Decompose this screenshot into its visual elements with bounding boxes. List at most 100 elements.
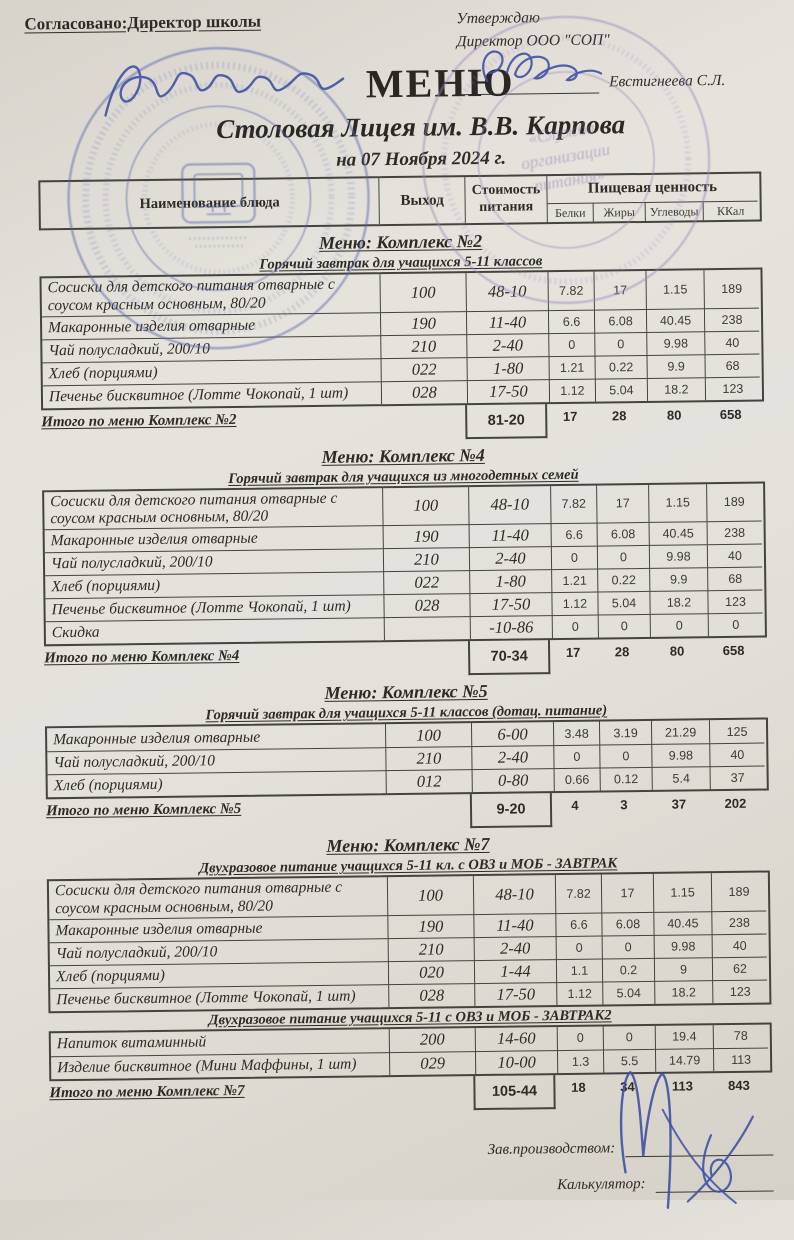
production-manager-signature-line — [625, 1142, 774, 1158]
dish-protein: 0 — [553, 744, 600, 769]
dish-cost: 48-10 — [472, 875, 556, 914]
dish-kcal: 189 — [706, 483, 762, 522]
dish-carbs: 0 — [649, 613, 708, 638]
dish-carbs: 5.4 — [651, 766, 710, 791]
total-kcal: 658 — [719, 406, 742, 422]
dish-output: 100 — [382, 486, 469, 526]
dish-cost: 17-50 — [469, 592, 552, 617]
dish-protein: 1.3 — [556, 1049, 604, 1073]
dish-cost: 1-44 — [473, 958, 557, 983]
dish-protein: 7.82 — [547, 271, 594, 310]
col-cost: Стоимость питания — [464, 176, 547, 224]
dish-kcal: 238 — [711, 910, 767, 935]
menu-section: Меню: Комплекс №5 Горячий завтрак для уча… — [44, 678, 769, 834]
dish-cost: 11-40 — [473, 912, 556, 937]
dish-cost: 17-50 — [474, 981, 557, 1006]
total-kcal: 843 — [727, 1077, 750, 1093]
dish-carbs: 18.2 — [649, 590, 708, 615]
dish-kcal: 0 — [707, 612, 763, 637]
col-output: Выход — [378, 177, 465, 225]
agreed-line: Согласовано:Директор школы — [24, 11, 262, 34]
dish-fat: 0.22 — [597, 568, 650, 592]
dish-cost: 48-10 — [465, 272, 548, 311]
dish-kcal: 238 — [703, 307, 760, 331]
dish-carbs: 9.98 — [648, 544, 708, 569]
dish-fat: 0 — [599, 744, 652, 768]
date-line: на 07 Ноября 2024 г. — [336, 147, 507, 171]
dish-cost: 14-60 — [474, 1026, 557, 1051]
dish-output: 012 — [385, 769, 472, 794]
dish-carbs: 18.2 — [646, 376, 706, 401]
dish-carbs: 9.98 — [651, 743, 710, 768]
document-header: Согласовано:Директор школы Утверждаю Дир… — [0, 0, 790, 181]
calculator-label: Калькулятор: — [557, 1175, 646, 1193]
menu-table: Сосиски для детского питания отварные с … — [39, 267, 765, 410]
dish-fat: 0 — [597, 614, 650, 638]
dish-protein: 1.1 — [555, 958, 603, 982]
dish-kcal: 189 — [710, 872, 767, 912]
dish-kcal: 40 — [711, 933, 767, 958]
page-title: МЕНЮ — [365, 59, 515, 107]
dish-output: 028 — [383, 593, 470, 618]
dish-kcal: 68 — [704, 353, 760, 377]
dish-cost: 2-40 — [468, 546, 552, 571]
dish-output: 100 — [379, 273, 466, 312]
dish-fat: 17 — [593, 270, 646, 310]
dish-output: 210 — [380, 333, 467, 358]
dish-name: Сосиски для детского питания отварные с … — [54, 878, 343, 918]
dish-protein: 0 — [555, 935, 602, 959]
dish-fat: 0 — [602, 1025, 655, 1050]
total-label: Итого по меню Комплекс №2 — [41, 411, 237, 430]
dish-protein: 7.82 — [550, 485, 597, 524]
dish-protein: 0 — [551, 614, 598, 639]
col-cost-line1: Стоимость — [471, 182, 541, 199]
dish-carbs: 18.2 — [654, 980, 713, 1004]
approve-word: Утверждаю — [456, 9, 541, 28]
dish-fat: 6.08 — [596, 522, 649, 546]
dish-output: 029 — [388, 1050, 476, 1076]
approve-director-line: Директор ООО "СОП" — [456, 31, 610, 51]
col-nutrition-group: Пищевая ценность — [546, 173, 758, 204]
dish-protein: 1.21 — [551, 568, 598, 593]
total-cost: 105-44 — [473, 1074, 556, 1110]
total-carbs: 37 — [671, 796, 687, 812]
dish-fat: 17 — [600, 874, 654, 913]
dish-fat: 0 — [601, 934, 654, 959]
dish-output: 020 — [387, 959, 475, 985]
dish-carbs: 40.45 — [645, 307, 705, 332]
dish-carbs: 40.45 — [648, 521, 707, 546]
dish-carbs: 9.98 — [653, 934, 712, 958]
dish-cost: 1-80 — [469, 569, 552, 594]
dish-carbs: 40.45 — [653, 911, 712, 935]
dish-cost: 17-50 — [466, 378, 550, 403]
calculator-signature-line — [655, 1178, 774, 1193]
total-protein: 4 — [571, 798, 579, 814]
dish-fat: 0 — [594, 331, 647, 356]
dish-kcal: 40 — [704, 330, 760, 354]
total-label: Итого по меню Комплекс №5 — [45, 801, 242, 820]
col-cost-line2: питания — [479, 199, 534, 215]
menu-table: Сосиски для детского питания отварные с … — [42, 481, 767, 647]
dish-output: 210 — [382, 547, 470, 572]
dish-kcal: 78 — [712, 1024, 768, 1049]
total-fat: 34 — [620, 1079, 635, 1095]
dish-fat: 0.12 — [599, 767, 652, 791]
dish-name: Хлеб (порциями) — [47, 770, 386, 798]
col-protein: Белки — [546, 202, 593, 223]
dish-fat: 5.5 — [602, 1048, 656, 1073]
dish-output: 190 — [379, 310, 467, 335]
dish-fat: 0 — [596, 545, 650, 569]
total-protein: 17 — [565, 645, 581, 661]
total-carbs: 80 — [666, 407, 682, 423]
calculator-row: Калькулятор: — [557, 1174, 774, 1194]
dish-carbs: 9.9 — [646, 353, 705, 378]
dish-carbs: 9.9 — [649, 567, 708, 592]
col-carbs: Углеводы — [644, 201, 703, 221]
dish-fat: 0.22 — [594, 354, 647, 379]
col-fat: Жиры — [592, 201, 645, 222]
total-cost: 81-20 — [465, 403, 548, 439]
col-dish-name: Наименование блюда — [139, 193, 280, 212]
dish-kcal: 68 — [707, 566, 763, 591]
dish-cost: -10-86 — [469, 615, 552, 640]
dish-kcal: 40 — [709, 742, 765, 767]
